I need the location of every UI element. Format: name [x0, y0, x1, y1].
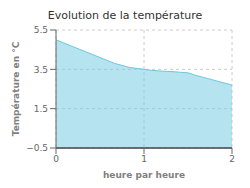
- svg-text:1.5: 1.5: [34, 104, 48, 114]
- svg-text:3.5: 3.5: [34, 65, 48, 75]
- svg-text:Température en °C: Température en °C: [11, 41, 21, 136]
- html-text:Evolution de la température: Evolution de la température: [47, 9, 203, 22]
- svg-text:−0.5: −0.5: [26, 143, 48, 153]
- svg-text:1: 1: [141, 154, 147, 164]
- svg-text:heure par heure: heure par heure: [103, 170, 185, 180]
- svg-text:2: 2: [229, 154, 235, 164]
- svg-text:5.5: 5.5: [34, 25, 48, 35]
- svg-text:0: 0: [53, 154, 59, 164]
